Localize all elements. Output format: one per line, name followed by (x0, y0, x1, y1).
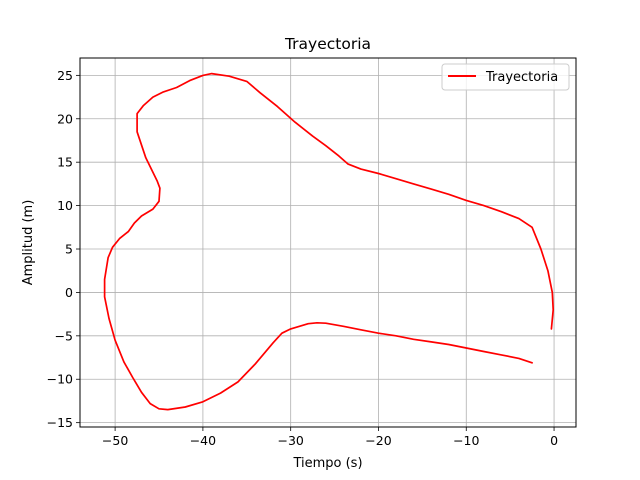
y-tick-label: 15 (57, 155, 73, 170)
y-tick-label: −15 (47, 415, 73, 430)
x-tick-label: −50 (102, 433, 128, 448)
legend: Trayectoria (441, 63, 570, 91)
y-tick-label: 0 (65, 285, 73, 300)
y-tick-label: 25 (57, 68, 73, 83)
y-tick-label: 5 (65, 242, 73, 257)
legend-label-trayectoria: Trayectoria (485, 70, 558, 85)
series-layer (103, 72, 555, 411)
x-tick-label: −40 (190, 433, 216, 448)
series-line-trayectoria (103, 72, 555, 411)
y-axis-ticks: −15 −10 −5 0 5 10 15 20 25 (47, 68, 80, 430)
x-axis-ticks: −50 −40 −30 −20 −10 0 (102, 427, 558, 448)
y-axis-title: Amplitud (m) (21, 200, 36, 286)
x-tick-label: −20 (365, 433, 391, 448)
x-tick-label: −10 (453, 433, 479, 448)
y-tick-label: −10 (47, 372, 73, 387)
x-axis-title: Tiempo (s) (292, 456, 362, 471)
y-tick-label: 10 (57, 198, 73, 213)
plot-area-frame (79, 57, 577, 428)
x-tick-label: −30 (277, 433, 303, 448)
grid (80, 58, 576, 427)
legend-box (441, 63, 570, 91)
y-tick-label: −5 (55, 328, 73, 343)
x-tick-label: 0 (550, 433, 558, 448)
chart-title: Trayectoria (284, 35, 371, 53)
y-tick-label: 20 (57, 111, 73, 126)
